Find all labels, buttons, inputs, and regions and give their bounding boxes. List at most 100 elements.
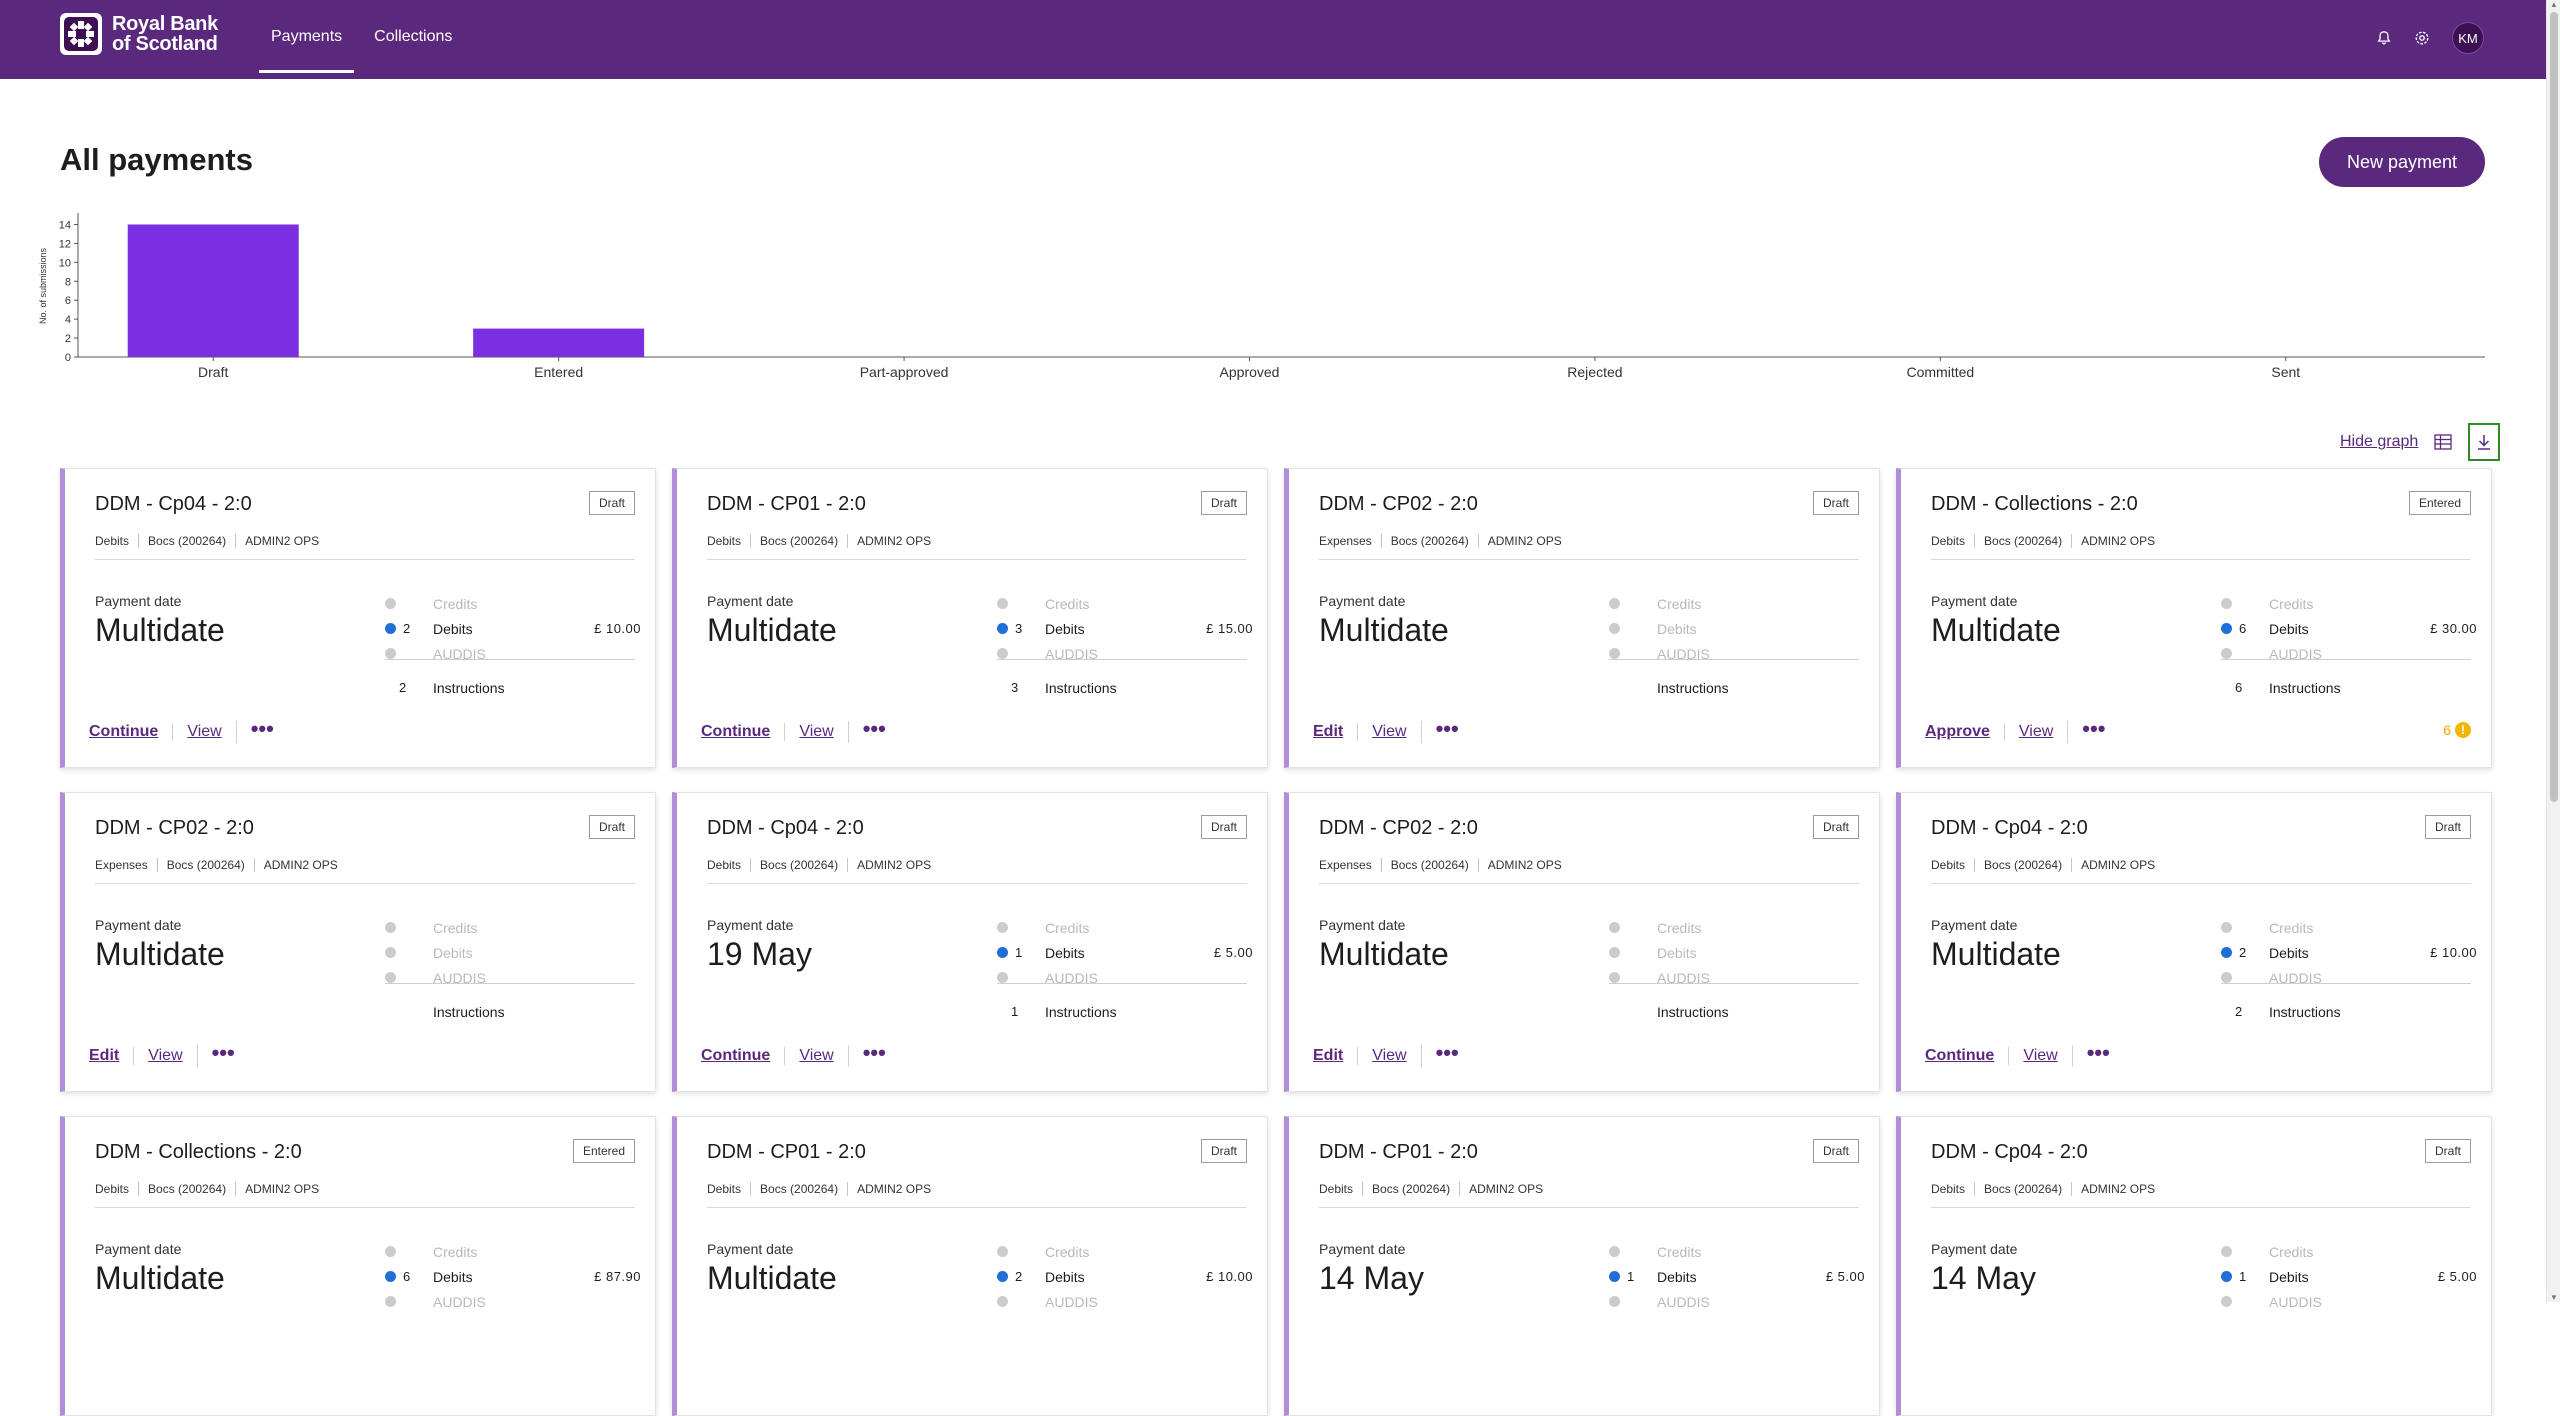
debits-label: Debits — [1045, 1269, 1085, 1285]
card-meta: Debits Bocs (200264) ADMIN2 OPS — [707, 1182, 940, 1196]
more-options-icon[interactable]: ••• — [196, 1042, 249, 1067]
more-options-icon[interactable]: ••• — [235, 718, 288, 743]
vertical-scrollbar[interactable]: ▲ ▼ — [2546, 0, 2560, 1302]
table-view-icon[interactable] — [2432, 431, 2454, 453]
transaction-summary: Credits 1 Debits £ 5.00 AUDDIS — [2221, 1241, 2477, 1316]
payment-date-value: Multidate — [707, 1260, 837, 1296]
primary-action-button[interactable]: Approve — [1925, 723, 1990, 740]
view-button[interactable]: View — [2003, 723, 2067, 741]
debits-count: 1 — [2239, 1269, 2247, 1284]
card-type: Debits — [707, 534, 742, 548]
payment-card[interactable]: DDM - CP01 - 2:0 Draft Debits Bocs (200264)… — [672, 468, 1268, 768]
nav-payments[interactable]: Payments — [259, 0, 355, 79]
credits-label: Credits — [433, 596, 478, 612]
view-button[interactable]: View — [784, 723, 847, 741]
scroll-down-arrow[interactable]: ▼ — [2550, 1293, 2558, 1302]
more-options-icon[interactable]: ••• — [847, 718, 900, 743]
scroll-up-arrow[interactable]: ▲ — [2550, 0, 2558, 9]
payment-card[interactable]: DDM - Collections - 2:0 Entered Debits Bocs… — [60, 1116, 656, 1416]
primary-action-button[interactable]: Continue — [89, 723, 159, 740]
view-button[interactable]: View — [172, 723, 235, 741]
debits-row: 1 Debits £ 5.00 — [2221, 1266, 2477, 1291]
more-options-icon[interactable]: ••• — [847, 1042, 900, 1067]
status-dot — [997, 648, 1008, 659]
primary-action-button[interactable]: Continue — [1925, 1047, 1995, 1064]
card-service: Bocs (200264) — [1974, 1182, 2071, 1196]
debits-label: Debits — [433, 945, 473, 961]
primary-action-button[interactable]: Continue — [701, 1047, 771, 1064]
scrollbar-thumb[interactable] — [2550, 12, 2558, 802]
credits-row: Credits — [997, 1241, 1253, 1266]
more-options-icon[interactable]: ••• — [2071, 1042, 2124, 1067]
y-tick-label: 0 — [65, 352, 71, 364]
view-button[interactable]: View — [133, 1047, 196, 1065]
view-button[interactable]: View — [1357, 723, 1420, 741]
status-badge: Draft — [2424, 1139, 2471, 1163]
new-payment-button[interactable]: New payment — [2319, 137, 2485, 187]
status-dot — [385, 972, 396, 983]
instructions-label: Instructions — [1045, 1004, 1117, 1020]
more-options-icon[interactable]: ••• — [1420, 1042, 1473, 1067]
hide-graph-link[interactable]: Hide graph — [2340, 433, 2419, 450]
instructions-divider — [2221, 659, 2471, 660]
payment-date-value: Multidate — [707, 612, 837, 648]
nav-collections[interactable]: Collections — [374, 28, 453, 45]
card-title: DDM - Cp04 - 2:0 — [1931, 1141, 2088, 1163]
divider — [95, 559, 635, 560]
status-badge: Draft — [1812, 1139, 1859, 1163]
payment-card[interactable]: DDM - Cp04 - 2:0 Draft Debits Bocs (200264)… — [672, 792, 1268, 1092]
instructions-label: Instructions — [2269, 1004, 2341, 1020]
payment-date-value: Multidate — [1931, 936, 2061, 972]
payment-card[interactable]: DDM - Cp04 - 2:0 Draft Debits Bocs (200264)… — [1896, 792, 2492, 1092]
x-tick-label: Part-approved — [860, 364, 949, 380]
card-actions: Edit View ••• — [1313, 1042, 1473, 1067]
download-icon[interactable] — [2468, 423, 2501, 461]
status-dot — [2221, 1246, 2232, 1257]
brand-logo[interactable]: Royal Bank of Scotland — [60, 13, 218, 55]
debits-count: 2 — [1015, 1269, 1023, 1284]
warning-indicator[interactable]: 6! — [2443, 722, 2471, 738]
payment-card[interactable]: DDM - Cp04 - 2:0 Draft Debits Bocs (200264)… — [1896, 1116, 2492, 1416]
primary-action-button[interactable]: Edit — [89, 1047, 120, 1064]
bell-icon[interactable] — [2376, 29, 2392, 47]
bar-entered — [473, 328, 645, 357]
debits-count: 2 — [2239, 945, 2247, 960]
credits-label: Credits — [1045, 920, 1090, 936]
status-dot — [2221, 972, 2232, 983]
debits-amount: £ 5.00 — [2437, 1269, 2477, 1284]
payment-card[interactable]: DDM - CP02 - 2:0 Draft Expenses Bocs (20026… — [60, 792, 656, 1092]
payment-card[interactable]: DDM - Cp04 - 2:0 Draft Debits Bocs (200264)… — [60, 468, 656, 768]
instructions-divider — [385, 659, 635, 660]
debits-row: Debits — [1609, 618, 1865, 643]
payment-card[interactable]: DDM - CP01 - 2:0 Draft Debits Bocs (200264)… — [672, 1116, 1268, 1416]
debits-amount: £ 10.00 — [594, 621, 641, 636]
card-actions: Edit View ••• — [89, 1042, 249, 1067]
user-avatar[interactable]: KM — [2452, 22, 2484, 54]
primary-action-button[interactable]: Edit — [1313, 1047, 1344, 1064]
debits-row: 1 Debits £ 5.00 — [997, 942, 1253, 967]
payment-card[interactable]: DDM - CP01 - 2:0 Draft Debits Bocs (200264)… — [1284, 1116, 1880, 1416]
credits-row: Credits — [385, 593, 641, 618]
payment-card[interactable]: DDM - CP02 - 2:0 Draft Expenses Bocs (20026… — [1284, 792, 1880, 1092]
auddis-row: AUDDIS — [385, 643, 641, 668]
auddis-label: AUDDIS — [1045, 1294, 1098, 1310]
card-type: Debits — [95, 534, 130, 548]
more-options-icon[interactable]: ••• — [1420, 718, 1473, 743]
card-meta: Debits Bocs (200264) ADMIN2 OPS — [95, 534, 328, 548]
view-button[interactable]: View — [784, 1047, 847, 1065]
status-dot — [997, 947, 1008, 958]
view-button[interactable]: View — [2008, 1047, 2071, 1065]
payment-card[interactable]: DDM - Collections - 2:0 Entered Debits Bocs… — [1896, 468, 2492, 768]
instructions-label: Instructions — [1045, 680, 1117, 696]
view-button[interactable]: View — [1357, 1047, 1420, 1065]
credits-row: Credits — [1609, 1241, 1865, 1266]
status-dot — [385, 1246, 396, 1257]
debits-amount: £ 10.00 — [2430, 945, 2477, 960]
primary-action-button[interactable]: Continue — [701, 723, 771, 740]
payment-card[interactable]: DDM - CP02 - 2:0 Draft Expenses Bocs (20026… — [1284, 468, 1880, 768]
more-options-icon[interactable]: ••• — [2067, 718, 2119, 743]
status-dot — [2221, 922, 2232, 933]
card-title: DDM - Collections - 2:0 — [1931, 493, 2138, 515]
settings-icon[interactable] — [2414, 29, 2430, 47]
primary-action-button[interactable]: Edit — [1313, 723, 1344, 740]
